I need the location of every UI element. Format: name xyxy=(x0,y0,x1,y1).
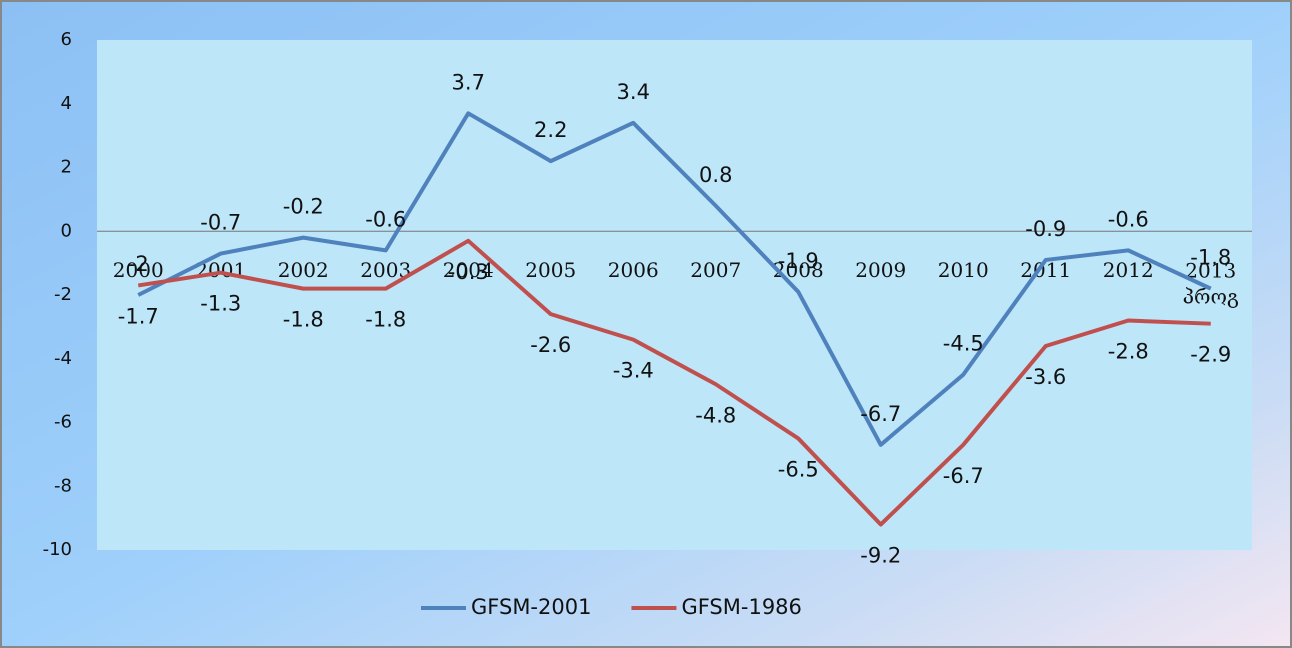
data-label: -2.9 xyxy=(1190,343,1231,367)
y-tick-label: -2 xyxy=(54,284,72,305)
data-label: -6.5 xyxy=(778,457,819,481)
x-tick-label: 2000 xyxy=(113,258,164,282)
y-tick-label: 2 xyxy=(61,157,72,178)
legend-label: GFSM-2001 xyxy=(471,595,591,619)
x-tick-label: 2002 xyxy=(278,258,329,282)
data-label: -0.2 xyxy=(283,195,324,219)
x-tick-label: 2008 xyxy=(773,258,824,282)
data-label: -0.9 xyxy=(1025,217,1066,241)
data-label: -2.6 xyxy=(530,333,571,357)
x-tick-label: 2007 xyxy=(690,258,741,282)
x-tick-label: 2009 xyxy=(855,258,906,282)
legend-label: GFSM-1986 xyxy=(681,595,801,619)
data-label: -0.7 xyxy=(200,211,241,235)
y-tick-label: -6 xyxy=(54,412,72,433)
y-tick-label: -10 xyxy=(43,539,72,560)
data-label: -2 xyxy=(128,252,149,276)
x-tick-label: 2004 xyxy=(443,258,494,282)
data-label: 3.7 xyxy=(452,70,485,94)
data-label: -0.3 xyxy=(448,260,489,284)
x-tick-label: 2012 xyxy=(1103,258,1154,282)
data-label: -4.5 xyxy=(943,332,984,356)
plot-area xyxy=(97,40,1252,550)
y-tick-label: 0 xyxy=(61,220,72,241)
series-line xyxy=(137,238,1211,527)
data-label: 2.2 xyxy=(534,118,567,142)
y-tick-label: 4 xyxy=(61,93,72,114)
y-tick-label: -4 xyxy=(54,348,72,369)
data-label: -1.8 xyxy=(365,308,406,332)
data-label: -1.8 xyxy=(283,308,324,332)
y-tick-label: -8 xyxy=(54,475,72,496)
data-label: 0.8 xyxy=(699,163,732,187)
data-label: -6.7 xyxy=(943,464,984,488)
data-label: -0.6 xyxy=(365,207,406,231)
x-tick-label: 2010 xyxy=(938,258,989,282)
data-label: -9.2 xyxy=(860,544,901,568)
data-label: -4.8 xyxy=(695,403,736,427)
data-label: -2.8 xyxy=(1108,340,1149,364)
data-label: -1.8 xyxy=(1190,246,1231,270)
data-label: -1.7 xyxy=(118,304,159,328)
series-line xyxy=(137,111,1212,447)
y-tick-label: 6 xyxy=(61,29,72,50)
x-tick-label: 2006 xyxy=(608,258,659,282)
data-label: -6.7 xyxy=(860,402,901,426)
data-label: -1.3 xyxy=(200,292,241,316)
data-label: 3.4 xyxy=(617,80,650,104)
x-tick-label: 2013 პროგ xyxy=(1183,258,1239,308)
data-label: -3.6 xyxy=(1025,365,1066,389)
data-label: -1.9 xyxy=(778,249,819,273)
x-tick-label: 2005 xyxy=(525,258,576,282)
data-label: -3.4 xyxy=(613,359,654,383)
data-label: -0.6 xyxy=(1108,207,1149,231)
